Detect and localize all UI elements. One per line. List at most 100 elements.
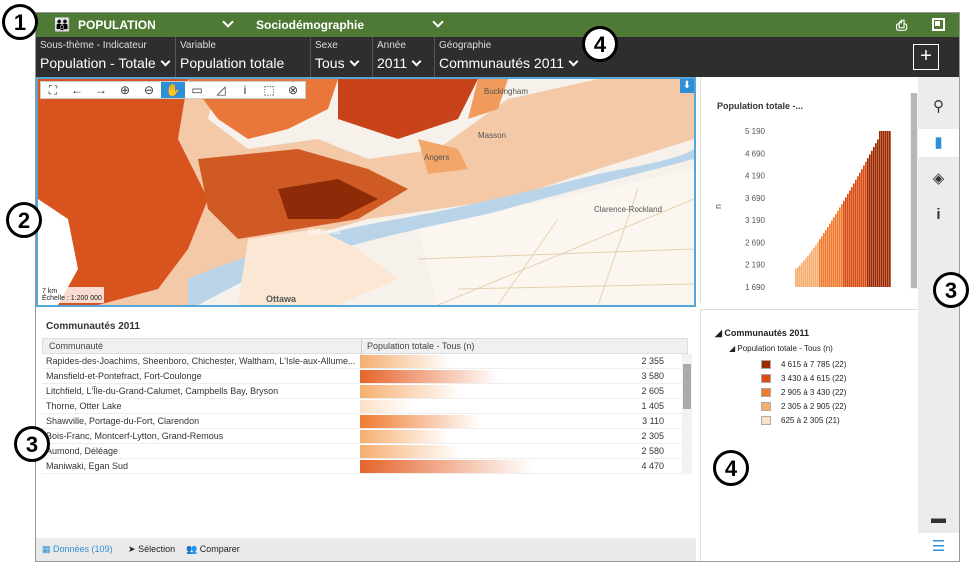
chart-bar[interactable] [867,158,869,287]
download-icon[interactable]: ⬇ [680,79,694,93]
chart-bar[interactable] [835,214,837,287]
select-cursor-icon[interactable]: ⬚ [263,83,275,97]
chart-bar[interactable] [803,260,805,287]
chart-bar[interactable] [871,150,873,287]
chart-bar[interactable] [837,210,839,287]
chart-bar[interactable] [859,172,861,287]
chart-bar[interactable] [829,223,831,287]
chart-bar[interactable] [833,217,835,287]
chart-bar[interactable] [821,236,823,287]
info-icon[interactable]: i [243,83,247,97]
print-icon[interactable]: ⎙ [896,17,908,33]
chart-bar[interactable] [799,265,801,287]
chart-bar[interactable] [845,197,847,287]
chart-bar[interactable] [797,267,799,287]
table-row[interactable]: Mansfield-et-Pontefract, Fort-Coulonge 3 … [42,369,688,384]
sub-theme-label[interactable]: Sociodémographie [256,18,365,32]
chart-bar[interactable] [841,204,843,287]
chart-bar[interactable] [847,193,849,287]
card-icon[interactable]: ▬ [931,510,946,527]
chart-bar[interactable] [843,200,845,287]
chart-bar[interactable] [875,143,877,287]
map-view[interactable]: Ottawa Gatineau Clarence-Rockland Buckin… [36,77,696,307]
chart-bar[interactable] [865,161,867,287]
chart-bar[interactable] [851,186,853,287]
table-row[interactable]: Maniwaki, Egan Sud 4 470 [42,459,688,474]
back-arrow-icon[interactable]: ← [71,83,83,97]
chart-bar[interactable] [881,131,883,287]
zoom-extent-icon[interactable]: ⛶ [48,83,58,97]
table-row[interactable]: Rapides-des-Joachims, Sheenboro, Chiches… [42,354,688,369]
table-row[interactable]: Aumond, Déléage 2 580 [42,444,688,459]
table-row[interactable]: Thorne, Otter Lake 1 405 [42,399,688,414]
chart-bar[interactable] [817,242,819,287]
search-icon[interactable]: ⚲ [933,98,944,115]
chart-bar[interactable] [853,183,855,287]
col-header-value[interactable]: Population totale - Tous (n) [367,341,475,351]
chart-bar[interactable] [887,131,889,287]
table-row[interactable]: Bois-Franc, Montcerf-Lytton, Grand-Remou… [42,429,688,444]
chart-bar[interactable] [805,258,807,287]
chart-bar[interactable] [811,250,813,287]
measure-distance-icon[interactable]: ▭ [191,83,203,97]
map-canvas[interactable] [38,79,694,305]
theme-dropdown-chevron-icon[interactable] [222,13,234,37]
bar-chart[interactable]: 5 190 4 690 4 190 3 690 3 190 2 690 2 190 1 690… [701,77,911,302]
legend-title[interactable]: ◢ Communautés 2011 [715,328,809,338]
tab-compare[interactable]: 👥 Comparer [186,544,240,554]
clear-selection-icon[interactable]: ⊗ [287,83,299,97]
measure-area-icon[interactable]: ◿ [216,83,226,97]
list-icon[interactable]: ☰ [918,533,959,561]
layers-icon[interactable]: ◈ [932,170,945,187]
chart-bar[interactable] [883,131,885,287]
chart-bar[interactable] [885,131,887,287]
filter-indicator[interactable]: Sous-thème - Indicateur Population - Tot… [36,37,176,77]
chart-bar[interactable] [819,239,821,287]
chart-bar[interactable] [857,176,859,287]
legend-subtitle[interactable]: ◢ Population totale - Tous (n) [729,344,833,353]
tab-selection[interactable]: ➤ Sélection [128,544,176,554]
table-row[interactable]: Litchfield, L'Île-du-Grand-Calumet, Camp… [42,384,688,399]
fullscreen-icon[interactable] [932,13,945,37]
filter-year[interactable]: Année 2011 [373,37,435,77]
chart-bar[interactable] [825,230,827,287]
chart-bar[interactable] [879,131,881,287]
col-header-community[interactable]: Communauté [49,341,104,351]
chart-bar[interactable] [831,220,833,287]
chart-bar[interactable] [889,131,891,287]
add-button[interactable]: + [913,44,939,70]
zoom-in-icon[interactable]: ⊕ [119,83,131,97]
info-icon[interactable]: i [936,206,941,223]
chart-bar[interactable] [827,226,829,287]
table-header: Communauté Population totale - Tous (n) [42,338,688,355]
chart-bar[interactable] [861,169,863,287]
chart-bar[interactable] [809,253,811,287]
chart-bar[interactable] [877,139,879,287]
chart-bar[interactable] [869,154,871,287]
tab-data[interactable]: ▦ Données (109) [42,544,113,554]
chart-bar[interactable] [863,165,865,287]
chart-bar[interactable] [849,190,851,287]
chart-bar[interactable] [815,244,817,287]
zoom-out-icon[interactable]: ⊖ [143,83,155,97]
chart-bar[interactable] [839,207,841,287]
table-scrollbar[interactable] [682,354,692,474]
bar-chart-icon[interactable]: ▮ [918,129,959,157]
chart-bar[interactable] [801,263,803,287]
chart-bar[interactable] [823,233,825,287]
chart-bar[interactable] [813,247,815,287]
sub-theme-chevron-icon[interactable] [432,13,444,37]
chart-bar[interactable] [855,179,857,287]
table-row[interactable]: Shawville, Portage-du-Fort, Clarendon 3 1… [42,414,688,429]
theme-label[interactable]: POPULATION [78,18,156,32]
forward-arrow-icon[interactable]: → [95,83,107,97]
population-icon: 👪 [54,17,71,32]
filter-geography[interactable]: Géographie Communautés 2011 [435,37,585,77]
filter-sex[interactable]: Sexe Tous [311,37,373,77]
chart-bar[interactable] [873,146,875,287]
pan-hand-icon[interactable]: ✋ [161,82,185,98]
chart-bar[interactable] [807,255,809,287]
chart-scrollbar[interactable] [910,93,918,289]
chart-bar[interactable] [795,268,797,287]
filter-variable[interactable]: Variable Population totale [176,37,311,77]
